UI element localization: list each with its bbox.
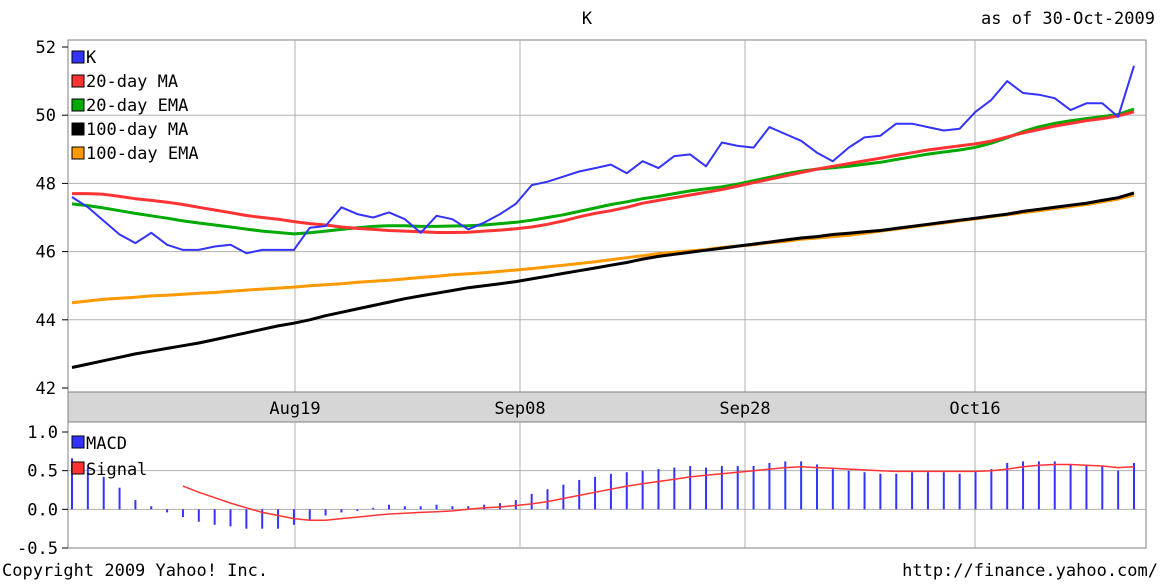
x-tick-label: Aug19	[269, 399, 320, 419]
x-tick-label: Sep08	[494, 399, 545, 419]
legend-label: 100-day MA	[86, 120, 188, 140]
date-axis-strip	[67, 391, 1147, 423]
legend-label: 20-day MA	[86, 72, 178, 92]
legend-swatch	[71, 50, 85, 64]
series-line-100-day-ma	[71, 191, 1135, 369]
macd-bars-group	[71, 458, 1135, 529]
price-y-tick-label: 42	[36, 379, 56, 399]
price-y-axis: 42 44 46 48 50 52	[36, 38, 68, 399]
legend-swatch	[71, 146, 85, 160]
legend-swatch	[71, 74, 85, 88]
series-line-20-day-ema	[71, 107, 1135, 236]
price-y-tick-label: 44	[36, 311, 56, 331]
macd-y-tick-label: 1.0	[27, 423, 58, 443]
legend-swatch	[71, 122, 85, 136]
price-y-tick-label: 46	[36, 243, 56, 263]
as-of-date-label: as of 30-Oct-2009	[981, 9, 1155, 29]
x-tick-label: Oct16	[949, 399, 1000, 419]
series-line-20-day-ma	[72, 110, 1135, 234]
macd-y-tick-label: 0.5	[27, 462, 58, 482]
legend-swatch	[71, 98, 85, 112]
price-y-tick-label: 48	[36, 174, 56, 194]
macd-legend-swatch	[71, 435, 85, 449]
x-tick-label: Sep28	[719, 399, 770, 419]
price-y-tick-label: 50	[36, 106, 56, 126]
price-grid	[68, 40, 1146, 392]
macd-legend-swatch	[71, 461, 85, 475]
macd-legend-label: MACD	[86, 434, 127, 454]
macd-y-tick-label: 0.0	[27, 500, 58, 520]
chart-title: K	[582, 9, 593, 29]
legend-label: 100-day EMA	[86, 144, 199, 164]
signal-line-group	[182, 463, 1135, 521]
legend-label: K	[86, 48, 97, 68]
copyright-text: Copyright 2009 Yahoo! Inc.	[2, 561, 268, 581]
price-legend: K 20-day MA 20-day EMA 100-day MA 100-day EM…	[71, 48, 199, 164]
signal-line	[182, 463, 1135, 521]
macd-y-axis: -0.5 0.0 0.5 1.0	[17, 423, 68, 559]
price-y-tick-label: 52	[36, 38, 56, 58]
macd-legend: MACD Signal	[71, 434, 147, 480]
series-line-k	[71, 65, 1135, 255]
source-url-link[interactable]: http://finance.yahoo.com/	[902, 561, 1158, 581]
macd-plot-frame	[67, 421, 1147, 549]
price-series-group	[71, 65, 1135, 369]
legend-label: 20-day EMA	[86, 96, 188, 116]
macd-legend-label: Signal	[86, 460, 147, 480]
x-axis-labels: Aug19 Sep08 Sep28 Oct16	[269, 399, 1000, 419]
macd-y-tick-label: -0.5	[17, 539, 58, 559]
